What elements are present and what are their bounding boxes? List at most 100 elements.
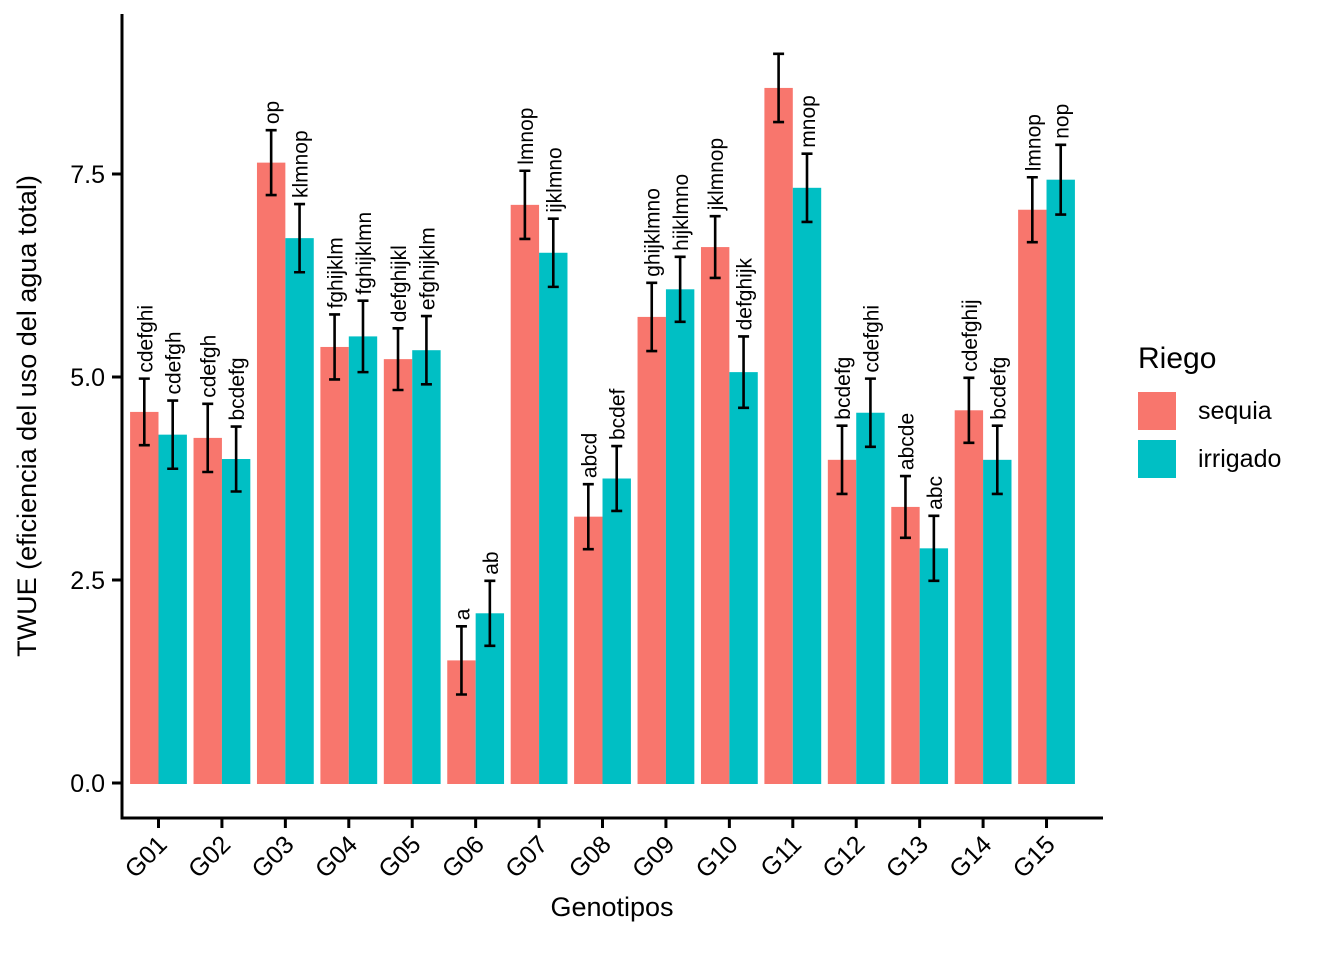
letter-label-sequia-G13: abcde [895,413,918,470]
bar-sequia-G11 [764,87,793,785]
errorbar-sequia-G10 [709,214,721,280]
errorbar-irrigado-G08 [611,444,623,513]
x-tick-label-G13: G13 [881,830,934,883]
errorbar-irrigado-G11 [801,152,813,224]
letter-label-irrigado-G03: klmnop [290,130,313,198]
legend-label-irrigado: irrigado [1198,444,1282,473]
errorbar-irrigado-G04 [357,299,369,374]
x-tick-label-G07: G07 [500,830,553,883]
bar-irrigado-G01 [158,434,187,784]
letter-label-irrigado-G01: cdefgh [163,331,186,394]
errorbar-sequia-G15 [1026,175,1038,244]
bar-irrigado-G07 [539,252,568,784]
bar-sequia-G10 [700,247,730,784]
bar-irrigado-G02 [221,459,251,784]
letter-label-irrigado-G06: ab [480,551,503,574]
errorbar-sequia-G12 [836,424,848,496]
letter-label-sequia-G07: lmnop [515,108,538,165]
letter-label-irrigado-G02: bcdefg [226,357,249,420]
bar-sequia-G07 [510,204,540,784]
errorbar-sequia-G03 [265,128,277,197]
letter-label-sequia-G06: a [451,608,474,620]
letter-label-sequia-G15: lmnop [1022,114,1045,171]
y-tick-label: 2.5 [70,567,105,595]
errorbar-irrigado-G03 [294,202,306,274]
x-tick-label-G04: G04 [310,830,363,883]
bar-sequia-G13 [891,506,920,784]
errorbar-sequia-G11 [773,52,785,124]
errorbar-sequia-G04 [329,313,341,381]
letter-label-irrigado-G15: nop [1051,104,1074,139]
y-tick-label: 0.0 [70,770,105,798]
legend-title: Riego [1138,342,1217,375]
errorbar-irrigado-G01 [167,399,179,471]
errorbar-sequia-G01 [138,377,150,447]
bar-sequia-G02 [193,437,222,784]
letter-label-irrigado-G14: bcdefg [987,357,1010,420]
errorbar-irrigado-G02 [230,425,242,493]
x-tick-label-G12: G12 [817,830,870,883]
x-tick-label-G01: G01 [120,830,173,883]
errorbar-sequia-G06 [455,624,467,696]
bar-irrigado-G08 [602,478,631,784]
x-tick-label-G14: G14 [944,830,997,883]
bar-irrigado-G05 [412,350,441,784]
letter-label-irrigado-G07: ijklmno [543,147,566,212]
letter-label-sequia-G04: fghijklm [325,237,348,308]
errorbar-irrigado-G12 [864,377,876,449]
bar-sequia-G08 [574,516,603,784]
bar-sequia-G04 [320,346,349,784]
bar-irrigado-G14 [983,459,1012,784]
errorbar-irrigado-G06 [484,579,496,648]
errorbar-sequia-G08 [582,482,594,551]
bar-sequia-G09 [637,316,666,784]
bar-irrigado-G11 [792,187,822,784]
bar-irrigado-G09 [665,289,695,784]
letter-label-sequia-G05: defghijkl [388,245,411,322]
errorbar-sequia-G07 [519,169,531,241]
errorbar-sequia-G14 [963,376,975,445]
letter-label-sequia-G08: abcd [578,433,601,479]
x-tick-label-G06: G06 [437,830,490,883]
bar-irrigado-G15 [1046,179,1075,784]
errorbar-irrigado-G10 [738,335,750,410]
bar-irrigado-G04 [348,336,378,784]
x-tick-label-G08: G08 [564,830,617,883]
bar-sequia-G14 [954,410,984,784]
letter-label-irrigado-G05: efghijklm [416,227,439,310]
bar-irrigado-G10 [729,372,758,784]
errorbar-irrigado-G09 [674,255,686,324]
bar-irrigado-G13 [919,548,949,784]
letter-label-irrigado-G10: defghijk [734,258,757,331]
errorbar-sequia-G13 [899,474,911,540]
x-tick-label-G09: G09 [627,830,680,883]
legend-swatch-sequia [1138,392,1176,430]
letter-label-sequia-G02: cdefgh [198,335,221,398]
bar-sequia-G05 [383,359,413,784]
bar-sequia-G12 [827,459,857,784]
errorbar-sequia-G05 [392,326,404,392]
x-axis-title: Genotipos [550,892,673,922]
errorbar-sequia-G02 [202,402,214,474]
y-axis-title: TWUE (eficiencia del uso del agua total) [12,175,42,657]
y-tick-label: 5.0 [70,364,105,392]
letter-label-irrigado-G12: cdefghi [860,305,883,373]
errorbar-irrigado-G13 [928,514,940,583]
errorbar-irrigado-G07 [547,217,559,289]
letter-label-irrigado-G08: bcdef [607,388,630,440]
letter-label-sequia-G09: ghijklmno [642,188,665,277]
x-tick-label-G11: G11 [755,830,807,882]
x-tick-label-G10: G10 [690,830,743,883]
letter-label-irrigado-G09: hijklmno [670,174,693,251]
errorbar-irrigado-G14 [991,424,1003,496]
bar-sequia-G15 [1018,209,1047,784]
bar-sequia-G03 [256,162,286,784]
bar-irrigado-G03 [285,238,314,784]
errorbar-sequia-G09 [646,281,658,353]
bar-sequia-G01 [130,411,159,784]
letter-label-irrigado-G13: abc [924,476,947,510]
legend-swatch-irrigado [1138,440,1176,478]
x-tick-label-G03: G03 [246,830,299,883]
